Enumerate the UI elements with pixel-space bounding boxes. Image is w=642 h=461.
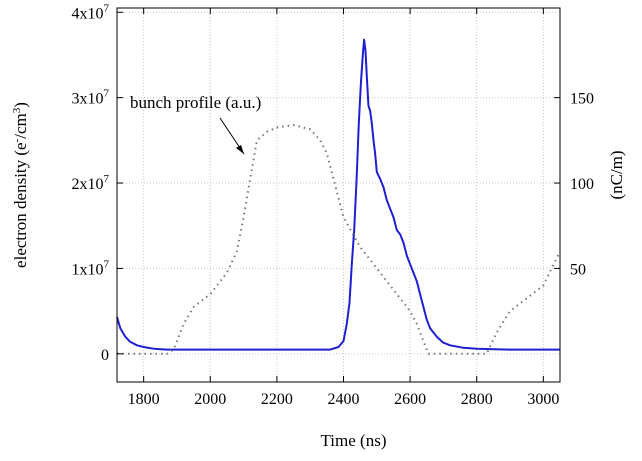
x-tick-label: 2600: [394, 391, 426, 408]
x-tick-label: 2000: [194, 391, 226, 408]
labels: 1800 2000 2200 2400 2600 2800 3000 0 1x107 2x107 3…: [11, 2, 626, 450]
x-tick-label: 1800: [128, 391, 160, 408]
y-left-tick-label: 4x107: [72, 2, 110, 22]
annotation-label: bunch profile (a.u.): [130, 93, 261, 112]
series-layer: [116, 38, 561, 355]
x-tick-label: 2400: [327, 391, 359, 408]
annotation: bunch profile (a.u.): [130, 93, 261, 155]
y-left-tick-label: 0: [101, 347, 109, 364]
y-right-tick-label: 150: [570, 91, 594, 108]
y-right-tick-label: 50: [570, 261, 586, 278]
x-tick-label: 2800: [461, 391, 493, 408]
y-left-tick-label: 3x107: [72, 88, 110, 108]
y-axis-title-right: (nC/m): [607, 150, 626, 199]
annotation-arrowhead: [236, 145, 244, 154]
y-left-tick-label: 1x107: [72, 258, 110, 278]
y-left-tick-label: 2x107: [72, 173, 110, 193]
bunch-profile-line: [117, 124, 561, 355]
x-axis-title: Time (ns): [321, 431, 387, 450]
y-axis-title-left: electron density (e-/cm3): [11, 102, 30, 268]
plot-frame: [116, 7, 561, 383]
grid: [117, 8, 560, 382]
x-tick-label: 3000: [527, 391, 559, 408]
x-tick-label: 2200: [261, 391, 293, 408]
electron-density-line: [116, 38, 560, 351]
ticks: [117, 8, 560, 382]
y-right-tick-label: 100: [570, 176, 594, 193]
